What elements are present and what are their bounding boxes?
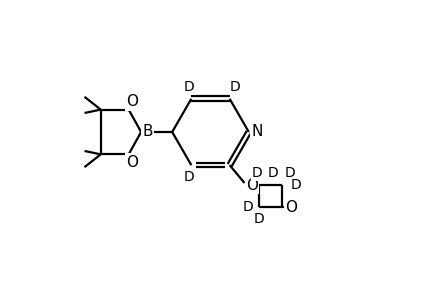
Text: O: O — [285, 200, 297, 215]
Text: O: O — [126, 155, 138, 170]
Text: D: D — [252, 166, 263, 180]
Text: D: D — [184, 80, 194, 94]
Text: D: D — [291, 178, 302, 192]
Text: O: O — [126, 94, 138, 109]
Text: N: N — [251, 125, 263, 139]
Text: D: D — [242, 200, 253, 214]
Text: D: D — [230, 80, 240, 94]
Text: D: D — [254, 212, 265, 226]
Text: B: B — [143, 125, 153, 139]
Text: D: D — [184, 170, 194, 184]
Text: O: O — [246, 178, 258, 193]
Text: D: D — [285, 166, 296, 180]
Text: D: D — [268, 166, 279, 180]
